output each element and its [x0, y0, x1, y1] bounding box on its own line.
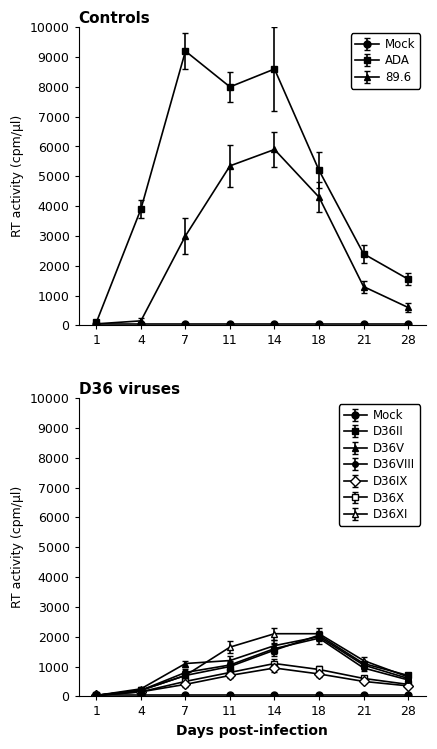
Legend: Mock, ADA, 89.6: Mock, ADA, 89.6	[350, 33, 420, 88]
X-axis label: Days post-infection: Days post-infection	[176, 724, 328, 738]
Legend: Mock, D36II, D36V, D36VIII, D36IX, D36X, D36XI: Mock, D36II, D36V, D36VIII, D36IX, D36X,…	[339, 404, 420, 526]
Text: D36 viruses: D36 viruses	[79, 382, 180, 397]
Y-axis label: RT activity (cpm/µl): RT activity (cpm/µl)	[11, 115, 24, 237]
Y-axis label: RT activity (cpm/µl): RT activity (cpm/µl)	[11, 486, 24, 608]
Text: Controls: Controls	[79, 11, 150, 26]
